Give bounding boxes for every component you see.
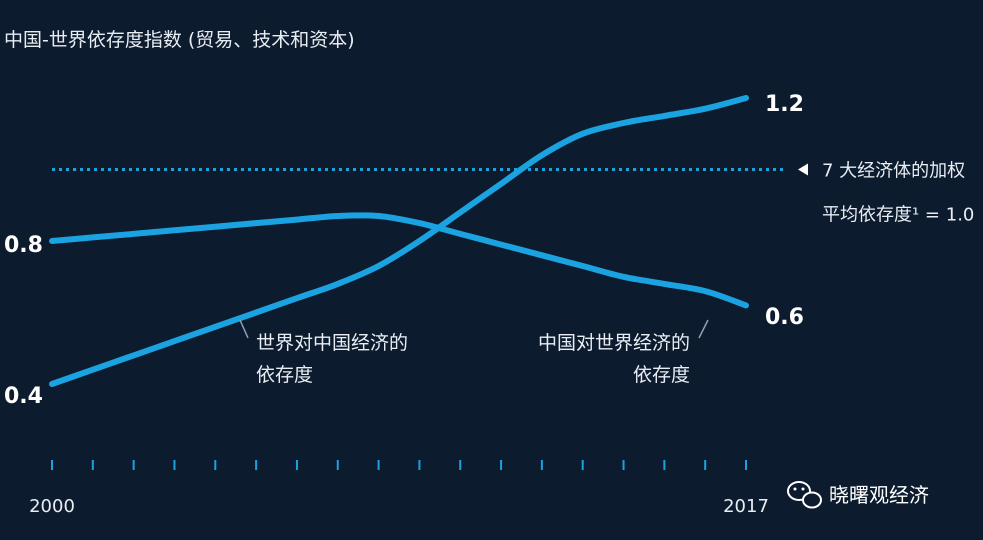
x-axis-label-end: 2017 [723, 496, 769, 517]
annotation-leader-world-on-china [239, 319, 249, 339]
annotation-world-on-china-line-2: 依存度 [256, 364, 313, 386]
watermark: 晓曙观经济 [787, 481, 929, 509]
reference-label-line-1: 7 大经济体的加权 [822, 161, 965, 182]
annotation-china-on-world-line-1: 中国对世界经济的 [538, 332, 690, 354]
annotation-world-on-china-line-1: 世界对中国经济的 [256, 332, 408, 354]
wechat-icon [787, 481, 822, 509]
x-axis-ticks [51, 460, 747, 470]
series-end-label-world-on-china: 1.2 [765, 92, 804, 117]
chart-title: 中国-世界依存度指数 (贸易、技术和资本) [4, 29, 355, 51]
reference-pointer-icon [798, 163, 808, 176]
series-end-label-china-on-world: 0.6 [765, 305, 804, 330]
x-axis-label-start: 2000 [29, 496, 75, 517]
annotation-leader-china-on-world [698, 319, 709, 339]
reference-label-line-2: 平均依存度¹ = 1.0 [822, 205, 974, 226]
series-line-world_on_china [49, 95, 749, 387]
annotation-china-on-world-line-2: 依存度 [633, 364, 690, 386]
y-tick-label-0.8: 0.8 [4, 233, 43, 258]
reference-line-group: 7 大经济体的加权 平均依存度¹ = 1.0 [52, 161, 974, 226]
y-tick-label-0.4: 0.4 [4, 384, 43, 409]
series-lines [49, 95, 749, 387]
series-line-china_on_world [49, 212, 749, 309]
watermark-text: 晓曙观经济 [829, 483, 929, 507]
